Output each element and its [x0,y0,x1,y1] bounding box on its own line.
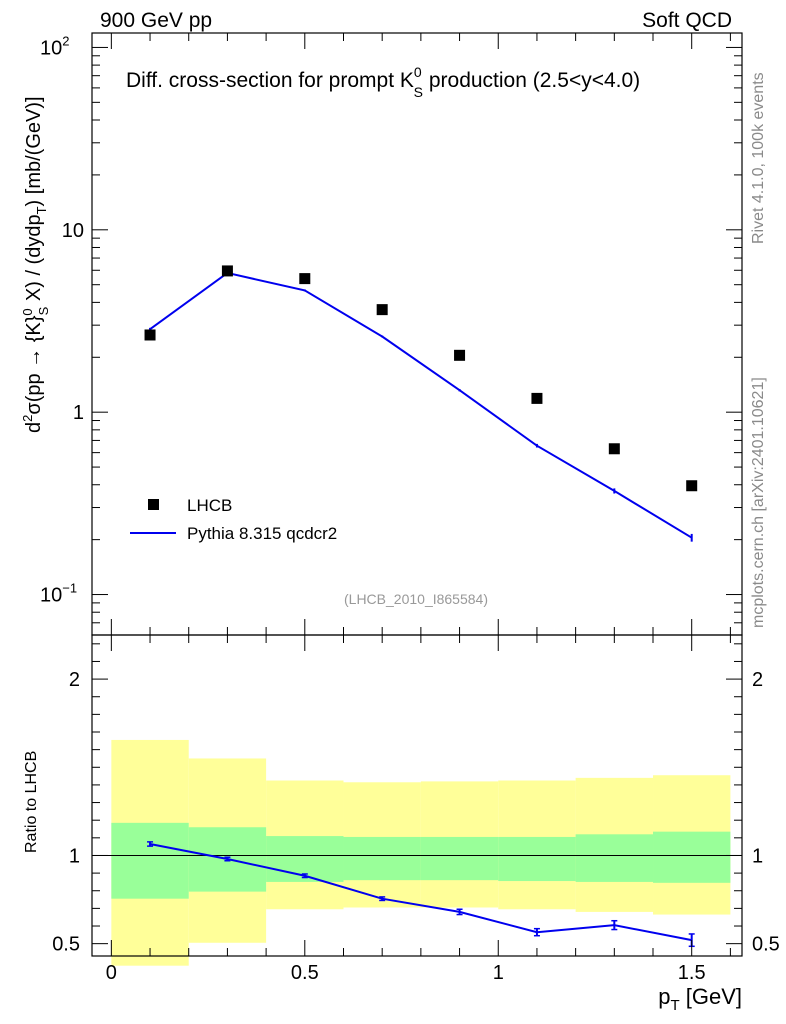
title-sup: 0 [414,64,422,80]
mcplots-side-label: mcplots.cern.ch [arXiv:2401.10621] [750,377,767,628]
ratio-band-inner [575,834,654,882]
x-tick-label: 1.5 [678,962,706,984]
main-ytick-label: 10−1 [40,581,77,607]
ratio-curve [149,843,692,942]
analysis-watermark: (LHCB_2010_I865584) [344,591,488,607]
main-data-layer [144,265,698,542]
lhcb-data-point [686,480,698,492]
main-axes: 10−1 1 10 102 [40,33,742,636]
ratio-ytick-label-left: 1 [69,845,80,867]
main-frame [91,32,743,636]
lhcb-data-point [454,349,466,361]
legend-label-lhcb: LHCB [187,496,232,515]
title-text-after: production (2.5<y<4.0) [423,69,640,92]
rivet-side-label: Rivet 4.1.0, 100k events [750,72,767,244]
lhcb-data-point [531,392,543,404]
main-title: Diff. cross-section for prompt K0 S produ… [126,64,640,100]
main-ytick-label: 102 [40,33,69,59]
title-sub: S [414,84,423,100]
lhcb-data-point [376,304,388,316]
lhcb-data-point [221,265,233,277]
ratio-ytick-label-left: 2 [69,669,80,691]
ratio-band-inner [420,836,499,881]
legend-marker-lhcb [148,499,159,510]
x-axis-label: pT [GeV] [658,984,742,1014]
ratio-ytick-label-right: 1 [752,845,763,867]
main-ylabel: d2σ(pp → {K}0S X) / (dydpT) [mb/(GeV)] [20,96,51,433]
ratio-axes: 0.5 0.5 1 1 2 2 0 0.5 1 1.5 [52,635,780,984]
ratio-ylabel: Ratio to LHCB [23,751,40,853]
main-ytick-label: 1 [73,402,84,424]
legend: LHCB Pythia 8.315 qcdcr2 [130,496,337,543]
lhcb-data-point [144,329,156,341]
header-left: 900 GeV pp [100,9,212,32]
x-tick-label: 0 [106,962,117,984]
main-ytick-label: 10 [62,220,84,242]
ratio-band-inner [498,836,576,882]
x-tick-label: 0.5 [291,962,319,984]
title-text-before: Diff. cross-section for prompt K [126,69,414,92]
x-tick-label: 1 [493,962,504,984]
ratio-data-layer [147,841,695,948]
ratio-ytick-label-right: 0.5 [752,934,780,956]
legend-label-pythia: Pythia 8.315 qcdcr2 [187,524,337,543]
header-right: Soft QCD [642,9,732,32]
ratio-band-inner [653,831,731,883]
ratio-band-inner [343,836,421,881]
ratio-ytick-label-right: 2 [752,669,763,691]
ratio-frame [91,634,743,957]
lhcb-data-point [608,443,620,455]
ratio-ytick-label-left: 0.5 [52,934,80,956]
ratio-bands-layer [111,739,731,966]
ratio-band-inner [111,822,189,899]
mc-curve [149,271,693,539]
lhcb-data-point [299,273,311,285]
